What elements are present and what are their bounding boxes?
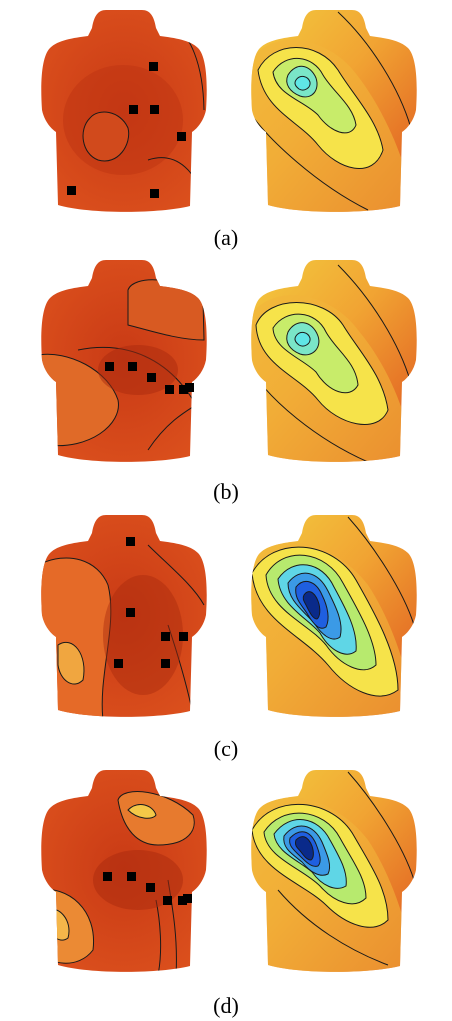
contour-line (82, 111, 130, 162)
panel-label: (b) (213, 479, 239, 504)
electrode-marker (67, 186, 76, 195)
electrode-marker (150, 189, 159, 198)
panel-row-d: (d) (0, 760, 452, 1021)
electrode-map-c (41, 515, 207, 717)
potential-map-c (251, 515, 417, 717)
panel-label: (a) (213, 225, 239, 250)
panel-row-c: (c) (0, 505, 452, 761)
panel-row-b: (b) (0, 250, 452, 505)
potential-map-b (251, 260, 417, 462)
electrode-marker (129, 105, 138, 114)
electrode-map-b (41, 260, 207, 462)
electrode-map-a (41, 10, 207, 212)
electrode-marker (149, 62, 158, 71)
electrode-marker (150, 105, 159, 114)
potential-map-a (251, 10, 417, 212)
electrode-marker (177, 132, 186, 141)
panel-row-a: (a) (0, 0, 452, 250)
panel-label: (c) (213, 736, 239, 761)
panel-label: (d) (213, 993, 239, 1018)
electrode-map-d (41, 770, 207, 972)
potential-map-d (251, 770, 417, 972)
